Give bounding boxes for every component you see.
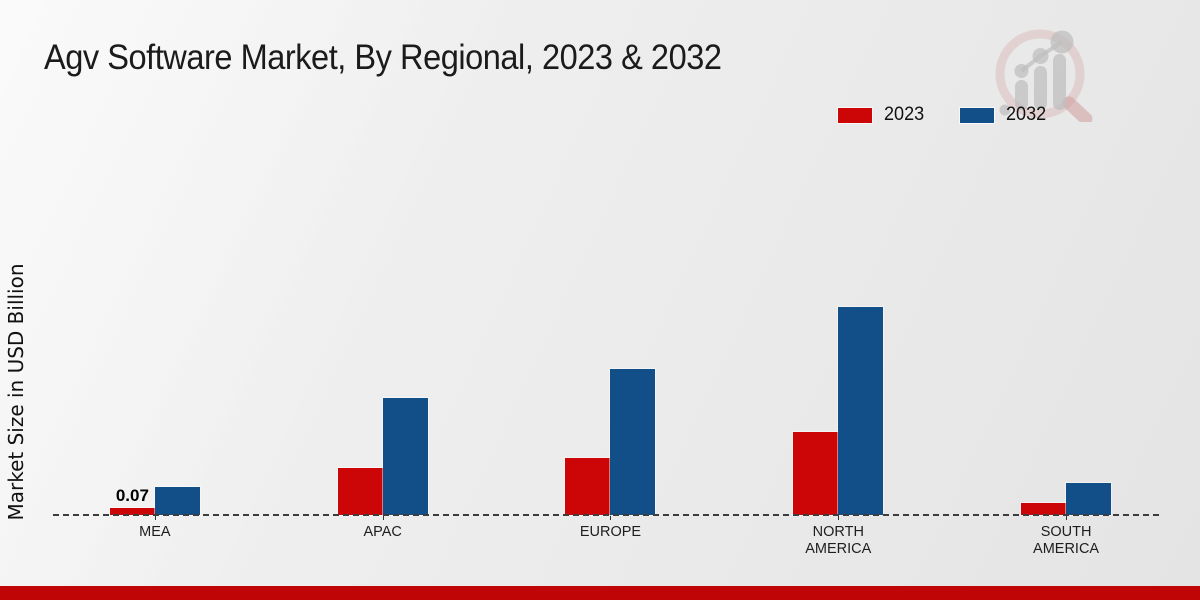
x-axis-tick-europe	[610, 515, 612, 520]
bar-2032-south-america	[1066, 483, 1112, 515]
bar-2032-apac	[382, 398, 428, 515]
bar-2032-north-america	[838, 307, 884, 515]
bar-2023-south-america	[1021, 503, 1067, 515]
x-axis-baseline	[53, 514, 1159, 516]
bar-group-south-america: SOUTH AMERICA	[952, 0, 1180, 557]
bar-group-apac: APAC	[269, 0, 497, 540]
bar-2023-apac	[337, 468, 383, 515]
bar-2023-europe	[565, 458, 611, 515]
bar-2032-mea	[154, 487, 200, 515]
plot-area: 0.07 MEA APAC EUROPE NORTH AMERICA SOUTH AMER…	[41, 0, 1180, 557]
legend: 2023 2032	[838, 104, 1049, 126]
category-label-europe: EUROPE	[579, 524, 642, 540]
category-label-north-america: NORTH AMERICA	[805, 524, 872, 557]
bar-group-europe: EUROPE	[497, 0, 725, 540]
legend-label-2032: 2032	[1006, 104, 1047, 125]
legend-item-2023: 2023	[838, 104, 926, 126]
chart-title: Agv Software Market, By Regional, 2023 &…	[44, 38, 722, 77]
data-label-2023-mea: 0.07	[115, 486, 149, 505]
bar-2032-europe	[610, 369, 656, 515]
x-axis-tick-south-america	[1066, 515, 1068, 520]
legend-swatch-2032	[960, 107, 995, 123]
bar-group-mea: 0.07 MEA	[41, 0, 269, 540]
y-axis-label: Market Size in USD Billion	[4, 263, 28, 521]
footer-accent-band	[0, 586, 1200, 600]
category-label-apac: APAC	[363, 524, 402, 540]
x-axis-tick-mea	[154, 515, 156, 520]
category-label-south-america: SOUTH AMERICA	[1033, 524, 1100, 557]
bar-2023-north-america	[793, 432, 839, 515]
x-axis-tick-apac	[382, 515, 384, 520]
bar-2023-mea: 0.07	[109, 486, 155, 515]
category-label-mea: MEA	[139, 524, 171, 540]
legend-item-2032: 2032	[960, 104, 1048, 126]
legend-swatch-2023	[838, 107, 872, 123]
bar-group-north-america: NORTH AMERICA	[724, 0, 952, 557]
x-axis-tick-north-america	[838, 515, 840, 520]
legend-label-2023: 2023	[884, 104, 925, 125]
magnifier-bar-chart-logo-icon	[995, 29, 1093, 122]
